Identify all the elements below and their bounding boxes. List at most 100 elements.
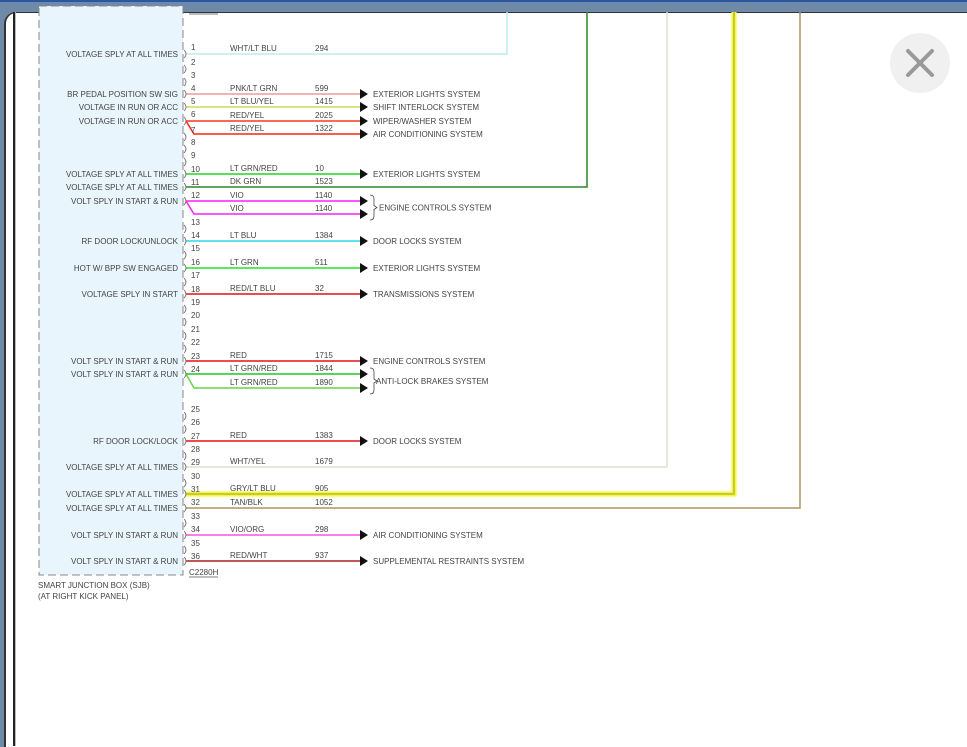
wire[interactable] xyxy=(185,200,360,215)
wire-line xyxy=(186,12,801,509)
pin-terminal xyxy=(183,304,187,314)
wire-color-label: WHT/YEL xyxy=(230,457,266,466)
pin-function-label: VOLTAGE SPLY IN START xyxy=(82,290,179,299)
circuit-number: 2025 xyxy=(315,111,333,120)
pin-terminal xyxy=(183,250,187,260)
pin-number: 28 xyxy=(191,445,200,454)
pin-terminal xyxy=(183,157,187,167)
wire[interactable] xyxy=(185,373,360,389)
pin-terminal xyxy=(183,556,187,566)
pin-function-label: VOLTAGE SPLY AT ALL TIMES xyxy=(66,504,178,513)
pin-function-label: VOLT SPLY IN START & RUN xyxy=(71,557,178,566)
pin-terminal xyxy=(183,424,187,434)
pin-terminal xyxy=(183,489,187,499)
pin-terminal xyxy=(183,64,187,74)
destination-system[interactable]: TRANSMISSIONS SYSTEM xyxy=(373,290,475,299)
pin-terminal xyxy=(183,102,187,112)
pin-function-label: VOLTAGE SPLY AT ALL TIMES xyxy=(66,170,178,179)
arrow-icon xyxy=(360,89,368,99)
circuit-number: 905 xyxy=(315,484,329,493)
pin-function-label: RF DOOR LOCK/UNLOCK xyxy=(82,237,179,246)
pin-function-label: VOLTAGE SPLY AT ALL TIMES xyxy=(66,183,178,192)
pin-terminal xyxy=(183,289,187,299)
pin-terminal xyxy=(183,356,187,366)
wire-color-label: PNK/LT GRN xyxy=(230,84,277,93)
pin-terminal xyxy=(183,116,187,126)
destination-system[interactable]: EXTERIOR LIGHTS SYSTEM xyxy=(373,264,480,273)
destination-system[interactable]: EXTERIOR LIGHTS SYSTEM xyxy=(373,90,480,99)
wire-color-label: RED xyxy=(230,431,247,440)
wire[interactable] xyxy=(186,12,508,55)
pin-function-label: VOLT SPLY IN START & RUN xyxy=(71,197,178,206)
wire[interactable] xyxy=(186,12,737,497)
arrow-icon xyxy=(360,556,368,566)
pin-terminal xyxy=(183,196,187,206)
arrow-icon xyxy=(360,102,368,112)
pin-number: 3 xyxy=(191,71,196,80)
circuit-number: 32 xyxy=(315,284,324,293)
circuit-number: 10 xyxy=(315,164,324,173)
pin-function-label: VOLTAGE SPLY AT ALL TIMES xyxy=(66,463,178,472)
close-button[interactable] xyxy=(890,33,950,93)
wire-edge xyxy=(185,200,360,215)
pin-terminal xyxy=(183,263,187,273)
circuit-number: 1383 xyxy=(315,431,333,440)
pin-terminal xyxy=(183,503,187,513)
pin-number: 14 xyxy=(191,231,200,240)
pin-terminal xyxy=(183,224,187,234)
pin-terminal xyxy=(183,236,187,246)
component-name: SMART JUNCTION BOX (SJB) xyxy=(38,581,150,590)
circuit-number: 1140 xyxy=(315,191,333,200)
pin-number: 20 xyxy=(191,311,200,320)
arrow-icon xyxy=(360,196,368,206)
pin-number: 11 xyxy=(191,178,200,187)
wire-line xyxy=(186,12,588,188)
wire[interactable] xyxy=(186,12,588,188)
destination-system[interactable]: AIR CONDITIONING SYSTEM xyxy=(373,130,483,139)
pin-number: 1 xyxy=(191,43,196,52)
pin-terminal xyxy=(183,344,187,354)
circuit-number: 1715 xyxy=(315,351,333,360)
destination-system[interactable]: WIPER/WASHER SYSTEM xyxy=(373,117,472,126)
destination-system[interactable]: DOOR LOCKS SYSTEM xyxy=(373,437,462,446)
wire-color-label: VIO xyxy=(230,204,244,213)
destination-system[interactable]: SUPPLEMENTAL RESTRAINTS SYSTEM xyxy=(373,557,524,566)
destination-system[interactable]: DOOR LOCKS SYSTEM xyxy=(373,237,462,246)
arrow-icon xyxy=(360,263,368,273)
destination-system[interactable]: EXTERIOR LIGHTS SYSTEM xyxy=(373,170,480,179)
wire[interactable] xyxy=(185,120,360,135)
wire[interactable] xyxy=(186,12,668,468)
wire-color-label: RED/LT BLU xyxy=(230,284,276,293)
window-top-border xyxy=(0,0,967,2)
pin-number: 23 xyxy=(191,352,200,361)
circuit-number: 1322 xyxy=(315,124,333,133)
destination-system[interactable]: SHIFT INTERLOCK SYSTEM xyxy=(373,103,479,112)
pin-number: 25 xyxy=(191,405,200,414)
pin-function-label: VOLTAGE IN RUN OR ACC xyxy=(79,103,178,112)
pin-number: 35 xyxy=(191,539,200,548)
arrow-icon xyxy=(360,383,368,393)
pin-number: 26 xyxy=(191,418,200,427)
circuit-number: 1523 xyxy=(315,177,333,186)
pin-terminal xyxy=(183,277,187,287)
destination-system[interactable]: ANTI-LOCK BRAKES SYSTEM xyxy=(376,377,489,386)
destination-system[interactable]: ENGINE CONTROLS SYSTEM xyxy=(373,357,486,366)
pin-number: 30 xyxy=(191,472,200,481)
brace-icon xyxy=(369,194,378,221)
wire-color-label: LT BLU xyxy=(230,231,257,240)
wire-edge xyxy=(185,120,360,135)
pin-terminal xyxy=(183,451,187,461)
wire[interactable] xyxy=(186,12,801,509)
pin-function-label: VOLTAGE SPLY AT ALL TIMES xyxy=(66,50,178,59)
wire-edge xyxy=(186,12,508,55)
pin-terminal xyxy=(183,89,187,99)
pin-terminal xyxy=(183,182,187,192)
component-box xyxy=(38,5,184,576)
wire-color-label: LT GRN xyxy=(230,258,259,267)
wire-color-label: RED/YEL xyxy=(230,124,265,133)
destination-system[interactable]: AIR CONDITIONING SYSTEM xyxy=(373,531,483,540)
pin-function-label: VOLTAGE IN RUN OR ACC xyxy=(79,117,178,126)
wire-edge xyxy=(186,12,588,188)
pin-terminal xyxy=(183,530,187,540)
destination-system[interactable]: ENGINE CONTROLS SYSTEM xyxy=(379,204,492,213)
